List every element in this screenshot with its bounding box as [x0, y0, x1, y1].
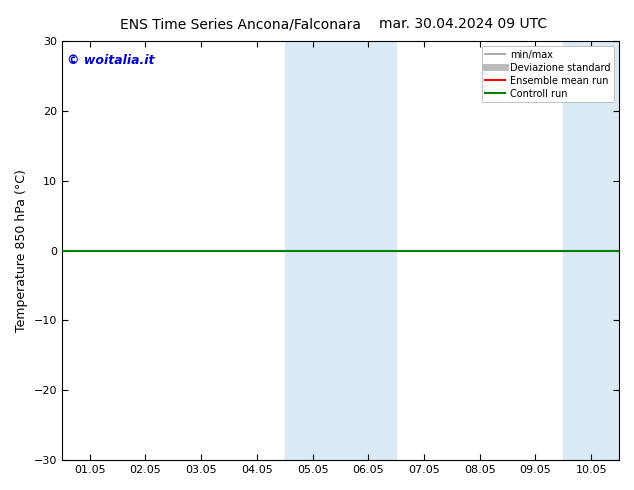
Text: © woitalia.it: © woitalia.it: [67, 53, 155, 67]
Bar: [340, 41, 396, 460]
Legend: min/max, Deviazione standard, Ensemble mean run, Controll run: min/max, Deviazione standard, Ensemble m…: [482, 46, 614, 102]
Text: ENS Time Series Ancona/Falconara: ENS Time Series Ancona/Falconara: [120, 17, 361, 31]
Bar: [563, 41, 619, 460]
Text: mar. 30.04.2024 09 UTC: mar. 30.04.2024 09 UTC: [378, 17, 547, 31]
Y-axis label: Temperature 850 hPa (°C): Temperature 850 hPa (°C): [15, 169, 28, 332]
Bar: [285, 41, 340, 460]
